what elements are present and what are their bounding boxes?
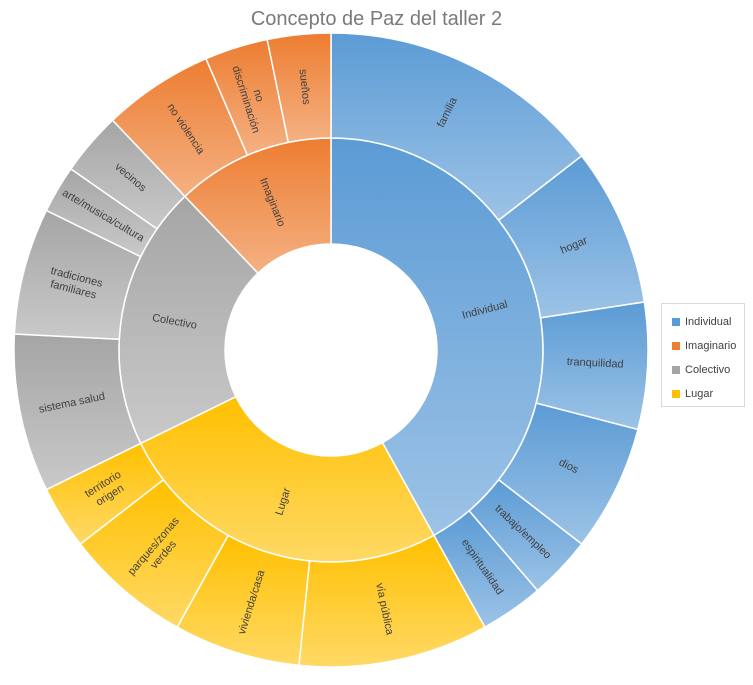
label-tranquilidad: tranquilidad: [566, 356, 623, 371]
legend-label-lugar: Lugar: [685, 388, 714, 400]
legend: Individual Imaginario Colectivo Lugar: [661, 303, 745, 407]
legend-swatch-lugar: [672, 390, 680, 398]
label-suenos: sueños: [297, 69, 313, 106]
legend-item-imaginario: Imaginario: [672, 334, 744, 358]
legend-label-colectivo: Colectivo: [685, 364, 731, 376]
legend-label-imaginario: Imaginario: [685, 340, 737, 352]
legend-swatch-individual: [672, 318, 680, 326]
legend-item-colectivo: Colectivo: [672, 358, 744, 382]
segment-suenos: [266, 32, 332, 144]
legend-label-individual: Individual: [685, 316, 732, 328]
chart-title: Concepto de Paz del taller 2: [250, 8, 503, 30]
legend-item-lugar: Lugar: [672, 382, 744, 406]
legend-swatch-imaginario: [672, 342, 680, 350]
legend-swatch-colectivo: [672, 366, 680, 374]
legend-item-individual: Individual: [672, 310, 744, 334]
